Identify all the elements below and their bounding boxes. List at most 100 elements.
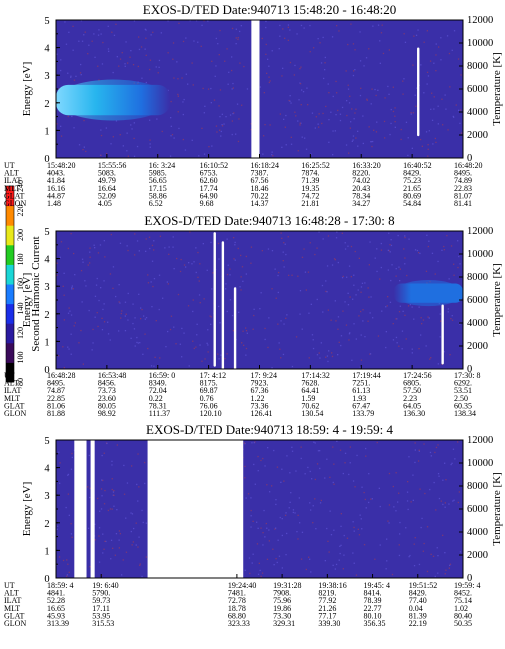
noise-pixel bbox=[421, 517, 423, 520]
noise-pixel bbox=[148, 236, 151, 238]
noise-pixel bbox=[399, 280, 401, 282]
noise-pixel bbox=[286, 532, 288, 535]
noise-pixel bbox=[394, 115, 396, 117]
noise-pixel bbox=[136, 341, 138, 344]
noise-pixel bbox=[267, 58, 269, 60]
noise-pixel bbox=[58, 451, 60, 453]
temperature-tick-label: 12000 bbox=[467, 226, 493, 237]
noise-pixel bbox=[390, 108, 392, 111]
noise-pixel bbox=[226, 48, 228, 50]
noise-pixel bbox=[219, 129, 221, 131]
noise-pixel bbox=[381, 24, 383, 26]
noise-pixel bbox=[266, 558, 269, 560]
orbit-value: 74.02 bbox=[352, 176, 370, 185]
noise-pixel bbox=[406, 491, 409, 493]
noise-pixel bbox=[131, 513, 134, 515]
noise-pixel bbox=[158, 274, 161, 276]
spectrogram-panels: EXOS-D/TED Date:940713 15:48:20 - 16:48:… bbox=[4, 2, 503, 628]
noise-pixel bbox=[433, 96, 435, 98]
noise-pixel bbox=[167, 89, 169, 92]
noise-pixel bbox=[326, 355, 329, 357]
noise-pixel bbox=[192, 310, 194, 313]
noise-pixel bbox=[269, 124, 271, 126]
noise-pixel bbox=[109, 508, 112, 510]
noise-pixel bbox=[147, 282, 150, 284]
noise-pixel bbox=[407, 481, 409, 483]
noise-pixel bbox=[140, 46, 143, 48]
noise-pixel bbox=[287, 26, 289, 28]
noise-pixel bbox=[265, 53, 267, 55]
noise-pixel bbox=[386, 305, 388, 307]
noise-pixel bbox=[234, 244, 236, 246]
orbit-value: 1.02 bbox=[454, 604, 468, 613]
noise-pixel bbox=[290, 136, 292, 138]
orbit-value: 81.41 bbox=[454, 199, 472, 208]
noise-pixel bbox=[94, 539, 96, 541]
noise-pixel bbox=[398, 266, 400, 268]
noise-pixel bbox=[460, 109, 462, 111]
noise-pixel bbox=[409, 304, 411, 306]
noise-pixel bbox=[354, 250, 356, 253]
noise-pixel bbox=[408, 456, 410, 458]
noise-pixel bbox=[336, 231, 338, 233]
orbit-row-label: ALT bbox=[4, 379, 19, 388]
noise-pixel bbox=[458, 109, 460, 111]
noise-pixel bbox=[144, 318, 146, 320]
temperature-tick-label: 0 bbox=[467, 364, 472, 375]
noise-pixel bbox=[348, 102, 351, 104]
noise-pixel bbox=[281, 237, 283, 239]
noise-pixel bbox=[107, 509, 109, 512]
noise-pixel bbox=[158, 66, 160, 68]
noise-pixel bbox=[359, 94, 362, 97]
noise-pixel bbox=[310, 509, 312, 511]
noise-pixel bbox=[266, 527, 268, 529]
noise-pixel bbox=[220, 135, 222, 137]
orbit-value: 19:24:40 bbox=[228, 581, 256, 590]
noise-pixel bbox=[62, 285, 64, 287]
noise-pixel bbox=[153, 249, 155, 251]
noise-pixel bbox=[118, 284, 120, 286]
noise-pixel bbox=[352, 552, 354, 554]
noise-pixel bbox=[374, 558, 376, 560]
noise-pixel bbox=[444, 462, 446, 464]
noise-pixel bbox=[334, 568, 336, 570]
noise-pixel bbox=[195, 346, 197, 348]
noise-pixel bbox=[283, 118, 285, 120]
noise-pixel bbox=[89, 251, 91, 253]
noise-pixel bbox=[228, 71, 230, 73]
noise-pixel bbox=[295, 115, 297, 117]
noise-pixel bbox=[209, 315, 211, 317]
noise-pixel bbox=[301, 136, 303, 138]
orbit-value: 16.65 bbox=[47, 604, 65, 613]
noise-pixel bbox=[357, 289, 359, 291]
noise-pixel bbox=[421, 323, 423, 325]
noise-pixel bbox=[388, 472, 391, 475]
noise-pixel bbox=[127, 292, 129, 295]
noise-pixel bbox=[265, 522, 267, 525]
noise-pixel bbox=[389, 244, 391, 246]
noise-pixel bbox=[418, 306, 420, 308]
noise-pixel bbox=[390, 279, 392, 282]
noise-pixel bbox=[328, 119, 330, 121]
noise-pixel bbox=[137, 546, 139, 548]
noise-pixel bbox=[203, 112, 205, 114]
noise-pixel bbox=[349, 127, 351, 129]
noise-pixel bbox=[414, 461, 416, 464]
noise-pixel bbox=[385, 331, 387, 333]
orbit-value: 18.46 bbox=[251, 184, 269, 193]
noise-pixel bbox=[256, 521, 258, 523]
noise-pixel bbox=[387, 520, 389, 522]
orbit-value: 111.37 bbox=[149, 409, 170, 418]
noise-pixel bbox=[153, 365, 155, 367]
noise-pixel bbox=[84, 280, 86, 282]
noise-pixel bbox=[307, 271, 310, 273]
noise-pixel bbox=[133, 122, 135, 124]
noise-pixel bbox=[341, 277, 344, 279]
noise-pixel bbox=[142, 521, 144, 524]
noise-pixel bbox=[279, 348, 281, 350]
noise-pixel bbox=[418, 449, 420, 451]
noise-pixel bbox=[253, 442, 255, 444]
noise-pixel bbox=[403, 33, 405, 35]
noise-pixel bbox=[149, 59, 152, 61]
orbit-value: 17.11 bbox=[92, 604, 110, 613]
